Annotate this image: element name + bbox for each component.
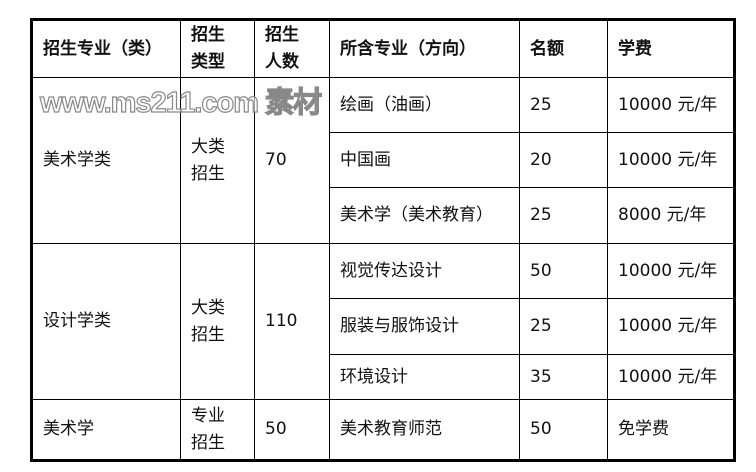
major-cell: 环境设计: [329, 354, 520, 400]
quota-cell: 20: [519, 132, 608, 188]
table-row: 设计学类 大类招生 110 视觉传达设计 50 10000 元/年: [31, 243, 735, 400]
type-line2: 招生: [191, 163, 225, 184]
header-count-line1: 招生: [265, 25, 299, 45]
count-cell: 70: [254, 77, 330, 244]
fee-cell: 10000 元/年: [607, 243, 735, 299]
fee-cell: 8000 元/年: [607, 187, 735, 244]
quota-cell: 25: [519, 187, 608, 244]
header-category: 招生专业（类）: [31, 19, 181, 78]
category-cell: 美术学类: [31, 77, 181, 244]
type-cell: 大类 招生: [180, 243, 255, 400]
major-cell: 中国画: [329, 132, 520, 188]
type-line1: 大类: [191, 297, 225, 318]
header-type: 招生 类型: [180, 19, 255, 78]
fee-cell: 免学费: [607, 399, 735, 461]
major-cell: 美术学（美术教育）: [329, 187, 520, 244]
table-row: 美术学 专业招生 50 美术教育师范 50 免学费: [31, 399, 735, 461]
quota-cell: 25: [519, 298, 608, 355]
category-cell: 设计学类: [31, 243, 181, 400]
fee-cell: 10000 元/年: [607, 132, 735, 188]
header-fee: 学费: [607, 19, 735, 78]
type-cell: 大类 招生: [180, 77, 255, 244]
quota-cell: 50: [519, 243, 608, 299]
fee-cell: 10000 元/年: [607, 298, 735, 355]
table-row: 环境设计 35 10000 元/年: [32, 354, 735, 400]
count-cell: 50: [254, 399, 330, 461]
type-line1: 专业: [191, 405, 225, 426]
type-line1: 大类: [191, 136, 225, 157]
category-cell: 美术学: [31, 399, 181, 461]
quota-cell: 25: [519, 77, 608, 133]
major-cell: 美术教育师范: [329, 399, 520, 461]
count-cell: 110: [254, 243, 330, 400]
quota-cell: 35: [519, 354, 608, 400]
enrollment-table: 招生专业（类） 招生 类型 招生 人数 所含专业（方向） 名额 学费 美术学类 大类…: [30, 18, 736, 462]
type-cell: 专业 招生: [180, 399, 255, 461]
header-type-line2: 类型: [191, 52, 225, 72]
header-type-line1: 招生: [191, 25, 225, 45]
major-cell: 视觉传达设计: [329, 243, 520, 299]
header-row: 招生专业（类） 招生类型 招生人数 所含专业（方向） 名额 学费: [31, 19, 735, 78]
table-row: 美术学类 大类招生 70 绘画（油画） 25 10000 元/年: [31, 77, 735, 244]
table-row: 美术学（美术教育） 25 8000 元/年: [32, 187, 735, 244]
fee-cell: 10000 元/年: [607, 77, 735, 133]
quota-cell: 50: [519, 399, 608, 461]
major-cell: 绘画（油画）: [329, 77, 520, 133]
header-quota: 名额: [519, 19, 608, 78]
header-count: 招生 人数: [254, 19, 330, 78]
major-cell: 服装与服饰设计: [329, 298, 520, 355]
header-majors: 所含专业（方向）: [329, 19, 520, 78]
type-line2: 招生: [191, 432, 225, 453]
watermark: www.ms211.com 素材: [39, 86, 322, 119]
header-count-line2: 人数: [265, 52, 299, 72]
fee-cell: 10000 元/年: [607, 354, 735, 400]
type-line2: 招生: [191, 324, 225, 345]
